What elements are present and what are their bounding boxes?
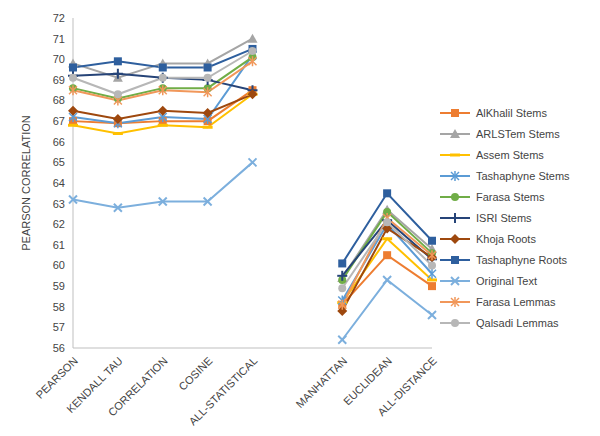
- svg-text:72: 72: [53, 12, 65, 24]
- svg-text:CORRELATION: CORRELATION: [106, 354, 170, 418]
- html-text:ARLSTem Stems: ARLSTem Stems: [476, 128, 560, 140]
- svg-text:64: 64: [53, 177, 65, 189]
- svg-text:63: 63: [53, 198, 65, 210]
- svg-text:PEARSON: PEARSON: [33, 354, 80, 401]
- html-text:Tashaphyne Roots: Tashaphyne Roots: [476, 254, 568, 266]
- html-text:Qalsadi Lemmas: Qalsadi Lemmas: [476, 317, 559, 329]
- html-text:AlKhalil Stems: AlKhalil Stems: [476, 107, 547, 119]
- svg-text:MANHATTAN: MANHATTAN: [293, 354, 349, 410]
- svg-text:66: 66: [53, 136, 65, 148]
- svg-text:COSINE: COSINE: [176, 354, 214, 392]
- svg-text:KENDALL TAU: KENDALL TAU: [64, 354, 125, 416]
- svg-text:69: 69: [53, 74, 65, 86]
- html-text:Farasa Stems: Farasa Stems: [476, 191, 545, 203]
- html-text:ISRI Stems: ISRI Stems: [476, 212, 532, 224]
- svg-text:71: 71: [53, 33, 65, 45]
- svg-text:67: 67: [53, 115, 65, 127]
- svg-text:EUCLIDEAN: EUCLIDEAN: [341, 354, 395, 408]
- svg-text:ALL-STATISTICAL: ALL-STATISTICAL: [186, 354, 259, 427]
- svg-text:59: 59: [53, 280, 65, 292]
- html-text:Khoja Roots: Khoja Roots: [476, 233, 536, 245]
- html-text:Assem Stems: Assem Stems: [476, 149, 544, 161]
- svg-text:61: 61: [53, 239, 65, 251]
- svg-text:68: 68: [53, 94, 65, 106]
- svg-text:PEARSON CORRELATION: PEARSON CORRELATION: [20, 115, 32, 251]
- svg-text:70: 70: [53, 53, 65, 65]
- svg-text:ALL-DISTANCE: ALL-DISTANCE: [375, 354, 439, 418]
- svg-text:60: 60: [53, 259, 65, 271]
- html-text:Farasa Lemmas: Farasa Lemmas: [476, 296, 556, 308]
- svg-text:65: 65: [53, 156, 65, 168]
- svg-text:58: 58: [53, 301, 65, 313]
- html-text:Tashaphyne Stems: Tashaphyne Stems: [476, 170, 570, 182]
- svg-text:62: 62: [53, 218, 65, 230]
- svg-text:56: 56: [53, 342, 65, 354]
- html-text:Original Text: Original Text: [476, 275, 537, 287]
- svg-text:57: 57: [53, 321, 65, 333]
